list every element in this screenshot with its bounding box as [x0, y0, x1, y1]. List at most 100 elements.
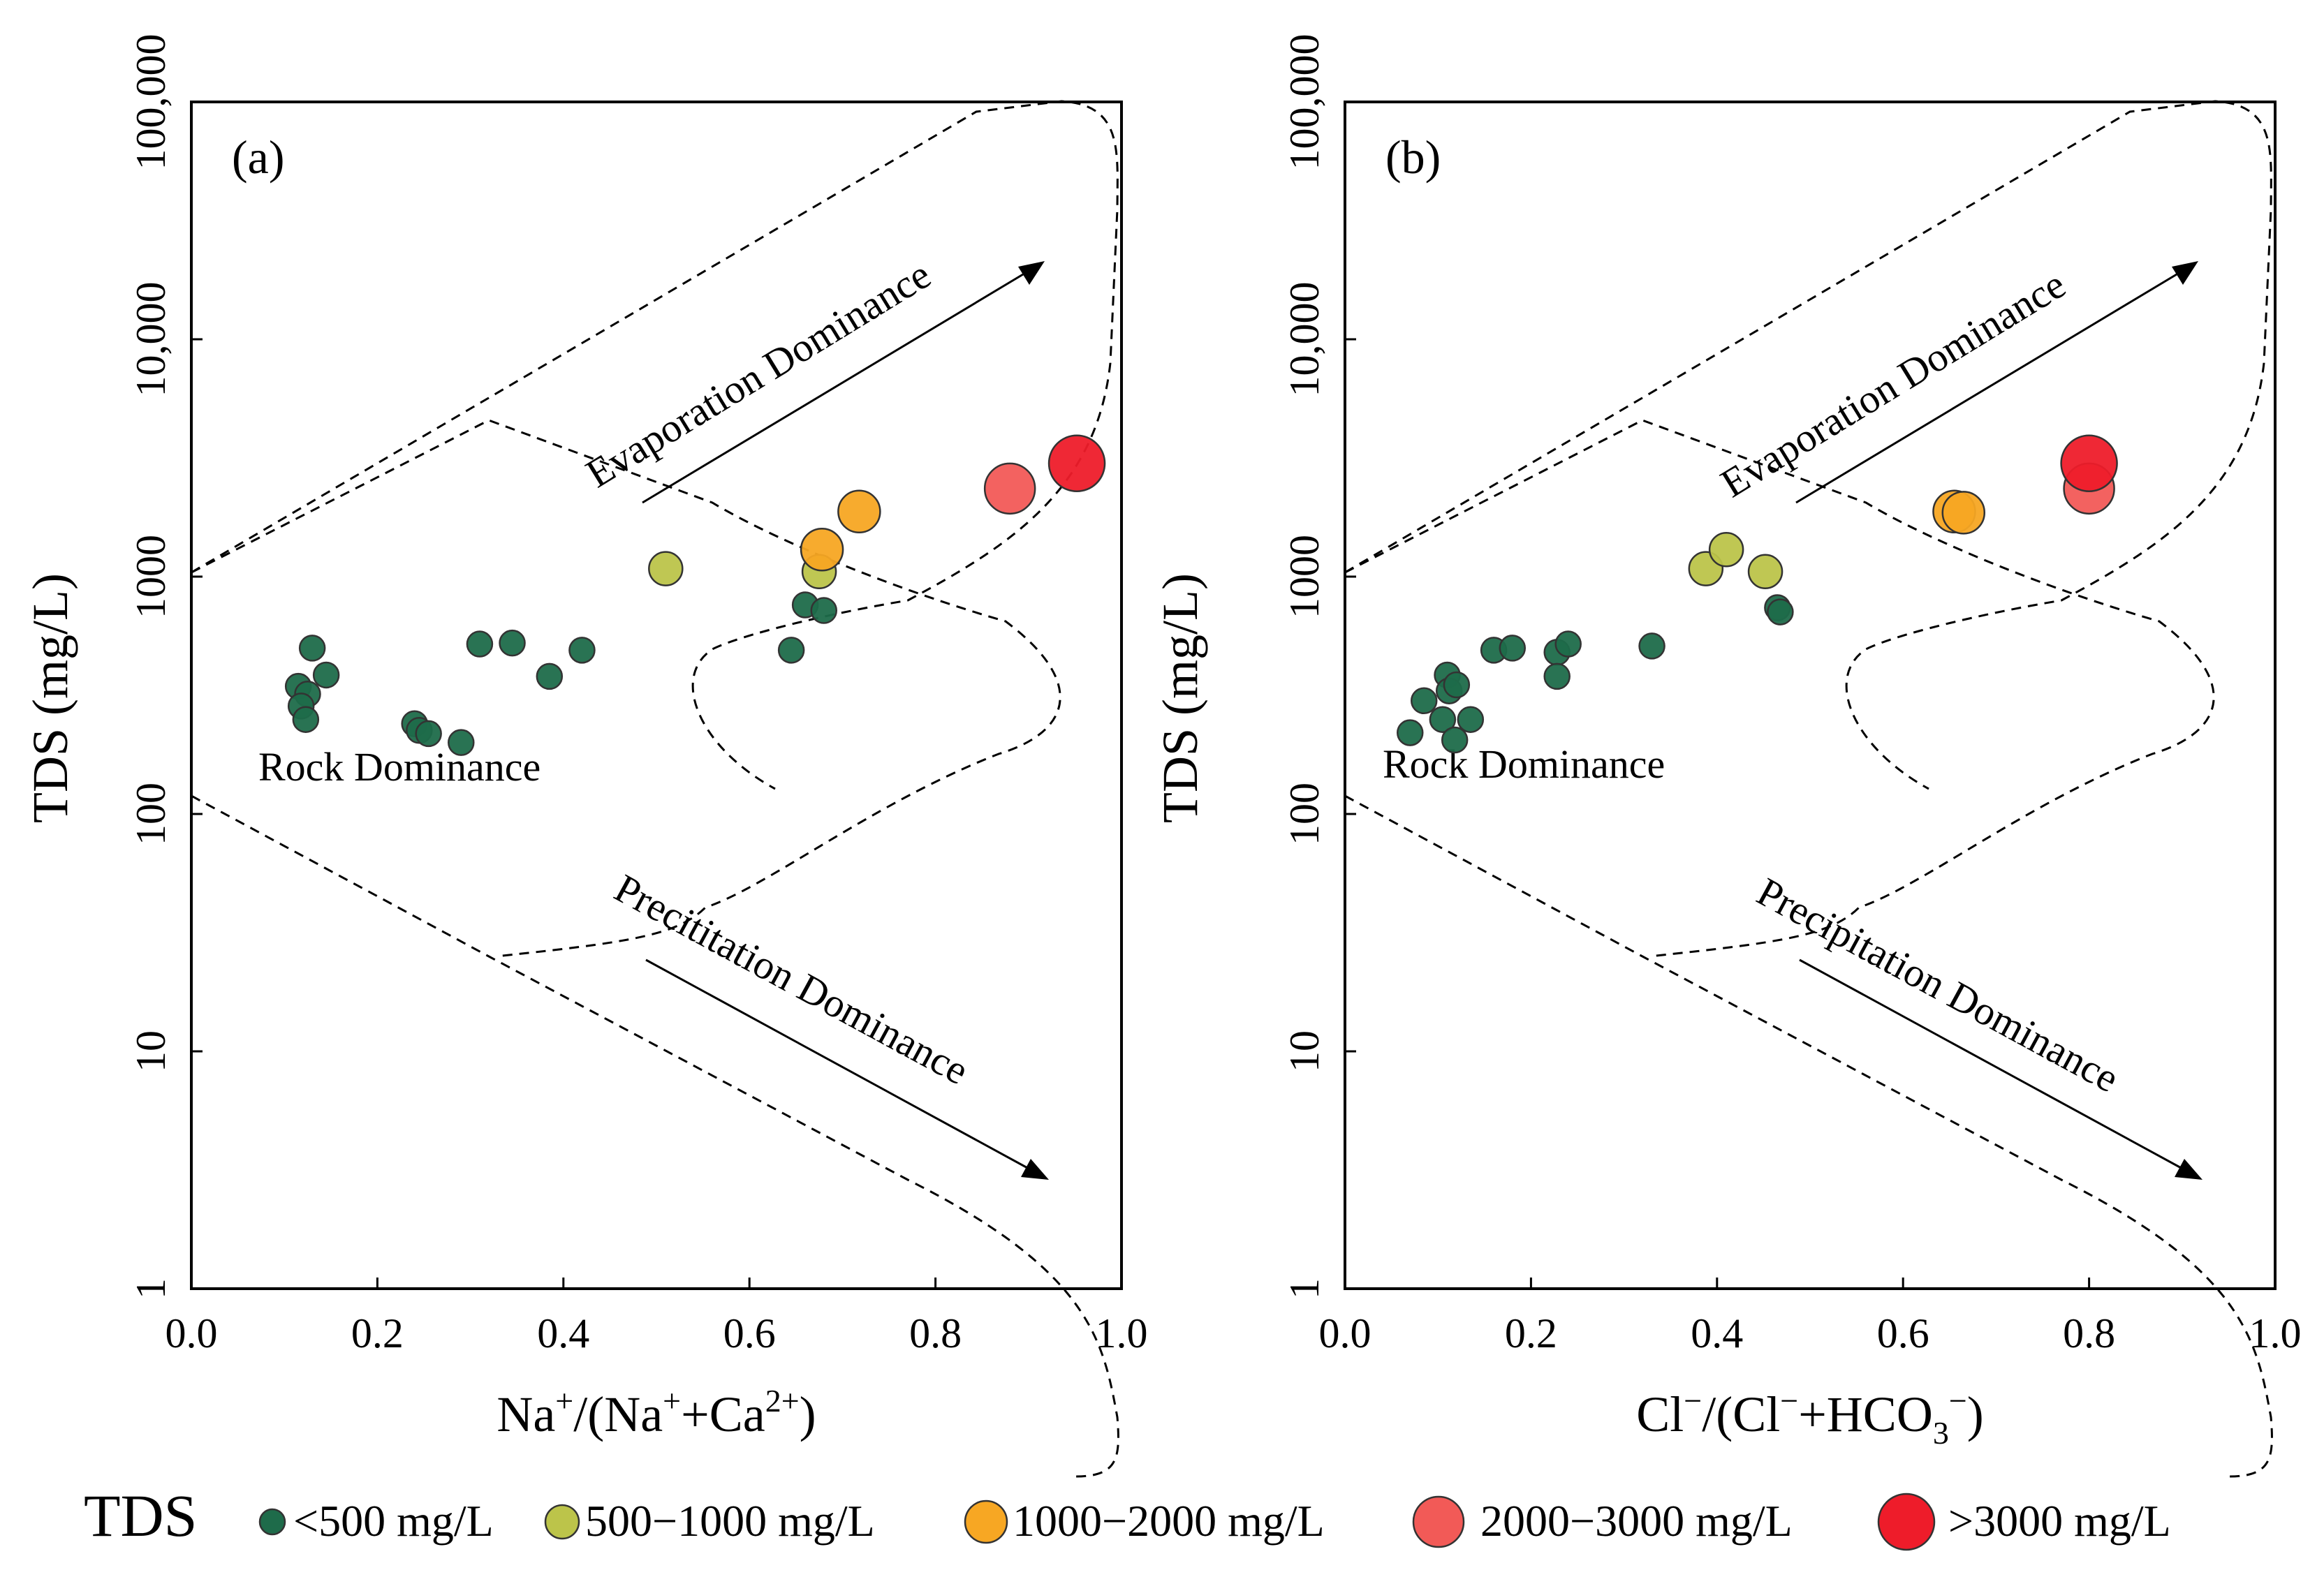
data-point	[466, 630, 494, 658]
data-point	[1410, 687, 1438, 715]
y-tick-label: 1	[1281, 1278, 1328, 1299]
data-point	[415, 720, 442, 748]
data-point	[1543, 662, 1571, 690]
y-tick-label: 10,000	[1281, 282, 1328, 397]
data-point	[1443, 671, 1471, 699]
legend-label: 500−1000 mg/L	[585, 1496, 875, 1546]
y-tick-label: 100	[1281, 783, 1328, 845]
panel-a-rock-label: Rock Dominance	[258, 744, 540, 790]
panel-a-envelope-lower	[191, 794, 1119, 1478]
panel-b-evaporation-arrow	[1795, 261, 2198, 504]
panel-b-rock-label: Rock Dominance	[1383, 741, 1665, 787]
data-point	[648, 551, 684, 586]
panel-b-precipitation-arrow	[1799, 958, 2202, 1180]
y-tick-label: 1	[128, 1278, 174, 1299]
data-point	[837, 489, 881, 534]
legend-marker	[964, 1500, 1008, 1544]
legend-label: <500 mg/L	[293, 1496, 494, 1546]
panel-b-y-ticks: 1 10 100 1000 10,000 100,000	[1281, 34, 1356, 1299]
x-tick-label: 0.4	[1691, 1310, 1743, 1356]
legend: TDS <500 mg/L 500−1000 mg/L 1000−2000 mg/L…	[84, 1482, 2171, 1551]
data-point	[1499, 635, 1527, 662]
data-point	[298, 635, 326, 662]
panel-a-y-axis-label: TDS (mg/L)	[22, 573, 78, 823]
data-point	[800, 528, 844, 572]
panel-a-precipitation-label: Precititation Dominance	[608, 865, 976, 1093]
data-point	[568, 637, 596, 664]
x-axis-label-part: +	[663, 1383, 681, 1419]
x-axis-label-part: 2+	[765, 1383, 800, 1419]
legend-marker	[1877, 1493, 1936, 1551]
panel-a-y-ticks: 1 10 100 1000 10,000 100,000	[128, 34, 203, 1299]
y-tick-label: 10	[1281, 1030, 1328, 1072]
panel-b-axes	[1344, 101, 2277, 1290]
data-point	[2060, 434, 2118, 493]
data-point	[448, 729, 475, 756]
panel-b-x-ticks: 0.0 0.2 0.4 0.6 0.8 1.0	[1319, 1278, 2302, 1356]
panel-a: (a) Evaporation Dominance Rock Dominance…	[22, 34, 1148, 1478]
x-tick-label: 1.0	[2249, 1310, 2302, 1356]
panel-a-label: (a)	[232, 131, 284, 184]
data-point	[1767, 598, 1794, 625]
x-axis-label-part: −	[1684, 1383, 1702, 1419]
panel-b-envelope-upper	[1344, 419, 2215, 958]
panel-a-envelope-outer	[191, 100, 1119, 790]
y-tick-label: 100	[128, 783, 174, 845]
panel-b-envelope-lower	[1344, 794, 2273, 1478]
panel-a-x-axis-label: Na+/(Na++Ca2+)	[497, 1383, 816, 1442]
panel-a-envelope-upper	[191, 419, 1061, 958]
legend-label: 1000−2000 mg/L	[1013, 1496, 1325, 1546]
data-point	[983, 462, 1036, 515]
x-axis-label-part: Na	[497, 1386, 555, 1442]
x-axis-label-part: +Ca	[681, 1386, 765, 1442]
legend-items: <500 mg/L 500−1000 mg/L 1000−2000 mg/L 2000…	[258, 1493, 2171, 1551]
x-axis-label-part: /(Cl	[1702, 1386, 1780, 1442]
panel-a-points	[284, 434, 1106, 756]
panel-a-evaporation-arrow	[642, 261, 1045, 504]
x-tick-label: 0.0	[1319, 1310, 1371, 1356]
panel-b-y-axis-label: TDS (mg/L)	[1152, 573, 1208, 823]
panel-a-evaporation-label: Evaporation Dominance	[578, 251, 939, 496]
x-tick-label: 0.8	[2063, 1310, 2115, 1356]
y-tick-label: 1000	[128, 535, 174, 619]
y-tick-label: 100,000	[1281, 34, 1328, 170]
data-point	[1941, 491, 1986, 535]
data-point	[499, 629, 526, 657]
legend-title: TDS	[84, 1482, 197, 1549]
panel-b-x-axis-label: Cl−/(Cl−+HCO3−)	[1636, 1383, 1984, 1451]
data-point	[1554, 630, 1582, 658]
data-point	[1047, 434, 1106, 493]
x-axis-label-part: )	[1967, 1386, 1984, 1442]
x-tick-label: 0.2	[1505, 1310, 1557, 1356]
data-point	[1747, 554, 1784, 590]
data-point	[1441, 726, 1469, 754]
x-tick-label: 0.4	[537, 1310, 589, 1356]
y-tick-label: 100,000	[128, 34, 174, 170]
x-tick-label: 0.8	[909, 1310, 962, 1356]
panel-b-precipitation-label: Precipitation Dominance	[1750, 868, 2126, 1101]
legend-marker	[544, 1504, 580, 1540]
data-point	[292, 706, 320, 733]
panel-b: (b) Evaporation Dominance Rock Dominance…	[1152, 34, 2302, 1478]
data-point	[1429, 706, 1457, 733]
panel-b-envelope-outer	[1344, 100, 2272, 790]
legend-label: >3000 mg/L	[1948, 1496, 2171, 1546]
x-axis-label-part: 3	[1933, 1415, 1949, 1451]
panel-a-x-ticks: 0.0 0.2 0.4 0.6 0.8 1.0	[166, 1278, 1148, 1356]
x-axis-label-part: +	[555, 1383, 573, 1419]
data-point	[1638, 632, 1665, 660]
data-point	[810, 597, 838, 624]
x-tick-label: 0.6	[723, 1310, 776, 1356]
panel-b-label: (b)	[1385, 131, 1441, 184]
legend-marker	[1412, 1495, 1465, 1548]
x-tick-label: 0.2	[351, 1310, 404, 1356]
data-point	[536, 662, 564, 690]
data-point	[1708, 532, 1744, 568]
x-axis-label-part: /(Na	[573, 1386, 663, 1442]
panel-a-axes	[190, 101, 1123, 1290]
x-axis-label-part: )	[800, 1386, 816, 1442]
x-axis-label-part: +HCO	[1798, 1386, 1933, 1442]
data-point	[1457, 706, 1485, 733]
legend-label: 2000−3000 mg/L	[1480, 1496, 1793, 1546]
